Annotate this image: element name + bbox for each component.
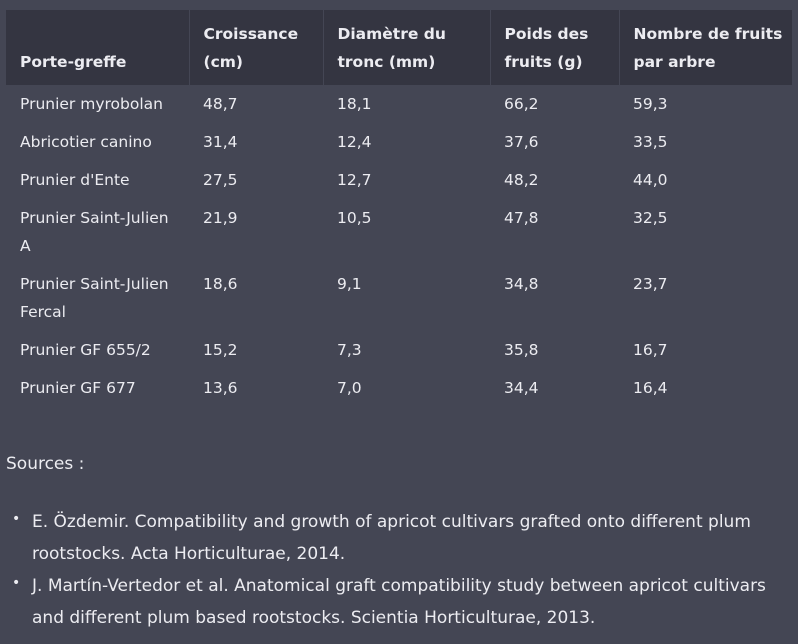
table-row: Prunier myrobolan 48,7 18,1 66,2 59,3 bbox=[6, 85, 792, 123]
table-row: Prunier GF 677 13,6 7,0 34,4 16,4 bbox=[6, 369, 792, 407]
cell-fruit-weight: 34,8 bbox=[504, 275, 539, 293]
list-item: • E. Özdemir. Compatibility and growth o… bbox=[0, 506, 790, 570]
cell-trunk-diameter: 7,0 bbox=[337, 379, 362, 397]
cell-trunk-diameter: 18,1 bbox=[337, 95, 372, 113]
table-header-row: Porte-greffe Croissance (cm) Diamètre du… bbox=[6, 10, 792, 85]
table-row: Prunier Saint-Julien A 21,9 10,5 47,8 32… bbox=[6, 199, 792, 265]
cell-fruit-weight: 37,6 bbox=[504, 133, 539, 151]
cell-fruit-count: 16,4 bbox=[633, 379, 668, 397]
list-item: • J. Martín-Vertedor et al. Anatomical g… bbox=[0, 570, 790, 634]
header-poids-fruits: Poids des fruits (g) bbox=[490, 10, 620, 85]
cell-growth: 31,4 bbox=[203, 133, 238, 151]
header-croissance: Croissance (cm) bbox=[189, 10, 324, 85]
header-porte-greffe: Porte-greffe bbox=[6, 10, 190, 85]
sources-list: • E. Özdemir. Compatibility and growth o… bbox=[0, 506, 790, 634]
table-row: Prunier Saint-Julien Fercal 18,6 9,1 34,… bbox=[6, 265, 792, 331]
cell-fruit-weight: 48,2 bbox=[504, 171, 539, 189]
cell-rootstock: Prunier Saint-Julien Fercal bbox=[20, 275, 169, 321]
cell-rootstock: Abricotier canino bbox=[20, 133, 152, 151]
table-row: Abricotier canino 31,4 12,4 37,6 33,5 bbox=[6, 123, 792, 161]
cell-growth: 21,9 bbox=[203, 209, 238, 227]
bullet-icon: • bbox=[12, 511, 21, 527]
cell-fruit-weight: 35,8 bbox=[504, 341, 539, 359]
sources-heading: Sources : bbox=[6, 454, 85, 474]
table-row: Prunier d'Ente 27,5 12,7 48,2 44,0 bbox=[6, 161, 792, 199]
cell-fruit-weight: 47,8 bbox=[504, 209, 539, 227]
cell-fruit-count: 16,7 bbox=[633, 341, 668, 359]
cell-rootstock: Prunier GF 677 bbox=[20, 379, 136, 397]
cell-growth: 15,2 bbox=[203, 341, 238, 359]
cell-fruit-weight: 34,4 bbox=[504, 379, 539, 397]
cell-growth: 18,6 bbox=[203, 275, 238, 293]
cell-trunk-diameter: 12,7 bbox=[337, 171, 372, 189]
cell-rootstock: Prunier d'Ente bbox=[20, 171, 130, 189]
cell-growth: 27,5 bbox=[203, 171, 238, 189]
source-citation: E. Özdemir. Compatibility and growth of … bbox=[32, 512, 751, 564]
cell-fruit-count: 33,5 bbox=[633, 133, 668, 151]
cell-fruit-count: 23,7 bbox=[633, 275, 668, 293]
cell-fruit-count: 32,5 bbox=[633, 209, 668, 227]
header-nombre-fruits: Nombre de fruits par arbre bbox=[633, 25, 783, 71]
cell-trunk-diameter: 9,1 bbox=[337, 275, 362, 293]
table-row: Prunier GF 655/2 15,2 7,3 35,8 16,7 bbox=[6, 331, 792, 369]
cell-growth: 13,6 bbox=[203, 379, 238, 397]
cell-trunk-diameter: 10,5 bbox=[337, 209, 372, 227]
cell-trunk-diameter: 12,4 bbox=[337, 133, 372, 151]
rootstock-table-container: Porte-greffe Croissance (cm) Diamètre du… bbox=[6, 10, 792, 407]
cell-rootstock: Prunier Saint-Julien A bbox=[20, 209, 169, 255]
cell-trunk-diameter: 7,3 bbox=[337, 341, 362, 359]
bullet-icon: • bbox=[12, 575, 21, 591]
cell-rootstock: Prunier GF 655/2 bbox=[20, 341, 151, 359]
cell-fruit-weight: 66,2 bbox=[504, 95, 539, 113]
cell-fruit-count: 59,3 bbox=[633, 95, 668, 113]
cell-growth: 48,7 bbox=[203, 95, 238, 113]
cell-rootstock: Prunier myrobolan bbox=[20, 95, 163, 113]
header-diametre-tronc: Diamètre du tronc (mm) bbox=[323, 10, 491, 85]
rootstock-table: Porte-greffe Croissance (cm) Diamètre du… bbox=[6, 10, 792, 407]
source-citation: J. Martín-Vertedor et al. Anatomical gra… bbox=[32, 576, 766, 628]
cell-fruit-count: 44,0 bbox=[633, 171, 668, 189]
